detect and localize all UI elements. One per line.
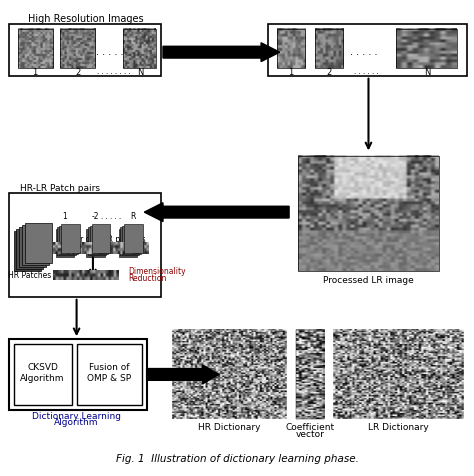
Bar [88,227,107,256]
Bar [60,29,95,68]
Bar [86,228,105,257]
Text: 1: 1 [32,68,37,77]
Text: Dictionary Learning: Dictionary Learning [32,412,121,421]
Text: R: R [130,212,135,221]
FancyArrow shape [144,203,289,221]
Text: vector: vector [296,430,325,439]
Text: . . . . .: . . . . . [101,214,122,220]
Bar [277,29,305,68]
Bar [296,330,324,419]
Text: High Resolution Images: High Resolution Images [28,14,144,24]
FancyBboxPatch shape [268,24,466,76]
FancyBboxPatch shape [9,193,161,297]
Text: Reduction: Reduction [128,275,166,283]
Bar [16,229,44,269]
FancyArrow shape [163,43,280,61]
Bar [55,228,74,257]
Text: Coefficient: Coefficient [285,423,335,432]
Bar [124,224,143,253]
Text: N: N [424,68,430,77]
Text: . . . . .: . . . . . [350,47,378,57]
Text: HR-LR Patch pairs: HR-LR Patch pairs [20,184,100,193]
FancyArrow shape [146,365,219,384]
Text: HR Patches: HR Patches [8,271,52,280]
Text: -2: -2 [91,212,99,221]
FancyBboxPatch shape [9,24,161,76]
Bar [90,226,109,254]
Text: Dimensionality: Dimensionality [128,268,186,277]
Bar [91,224,110,253]
Bar [19,227,46,267]
Bar [315,29,343,68]
Text: 1: 1 [288,68,293,77]
Bar [18,29,53,68]
Text: CKSVD
Algorithm: CKSVD Algorithm [20,363,65,383]
Text: Blur + Decimation: Blur + Decimation [166,46,258,55]
Text: Fig. 1  Illustration of dictionary learning phase.: Fig. 1 Illustration of dictionary learni… [116,454,359,464]
Text: 2: 2 [75,68,80,77]
Text: . . . . .: . . . . . [96,47,123,57]
FancyBboxPatch shape [77,344,142,405]
Text: . . . . . .: . . . . . . [354,69,379,75]
Bar [120,227,139,256]
FancyBboxPatch shape [14,344,72,405]
Text: 2: 2 [326,68,331,77]
Text: 1: 1 [63,212,67,221]
Bar [14,231,41,271]
Text: Fusion of
OMP & SP: Fusion of OMP & SP [87,363,131,383]
Text: Algorithm: Algorithm [55,418,99,427]
Bar [122,226,141,254]
Bar [61,224,80,253]
Bar [25,223,52,263]
Bar [57,227,76,256]
Bar [118,228,137,257]
Text: . . . . . . . .: . . . . . . . . [97,69,131,75]
Bar [59,226,78,254]
Text: Processed LR image: Processed LR image [323,276,414,285]
Text: LR Dictionary: LR Dictionary [368,423,429,432]
Bar [123,29,156,68]
Bar [299,156,438,271]
FancyBboxPatch shape [9,339,146,410]
Text: Feature & Patch Extraction: Feature & Patch Extraction [179,206,287,215]
Text: Vector of R LR patches: Vector of R LR patches [59,235,146,244]
Bar [22,225,49,265]
Bar [396,29,457,68]
Text: HR Dictionary: HR Dictionary [198,423,261,432]
Text: N: N [137,68,144,77]
